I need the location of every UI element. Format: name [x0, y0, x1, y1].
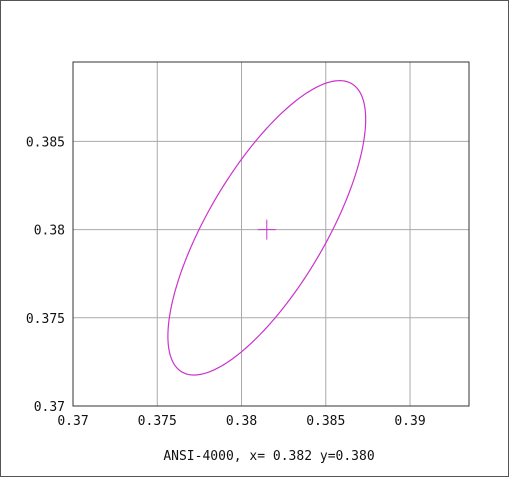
y-tick-label: 0.375 [26, 312, 65, 327]
y-tick-label: 0.38 [34, 224, 65, 239]
grid-lines [73, 62, 469, 406]
chart-caption: ANSI-4000, x= 0.382 y=0.380 [163, 449, 374, 464]
x-tick-label: 0.375 [138, 414, 177, 429]
ellipse-series [167, 80, 367, 376]
x-tick-label: 0.385 [306, 414, 345, 429]
plot-area [72, 61, 470, 407]
x-tick-label: 0.38 [226, 414, 257, 429]
y-tick-label: 0.37 [34, 400, 65, 415]
x-tick-label: 0.37 [57, 414, 88, 429]
x-tick-label: 0.39 [394, 414, 425, 429]
x-tick-labels: 0.37 0.375 0.38 0.385 0.39 [57, 414, 425, 429]
y-tick-labels: 0.37 0.375 0.38 0.385 [26, 135, 65, 415]
y-tick-label: 0.385 [26, 135, 65, 150]
center-crosshair-marker [257, 219, 276, 240]
